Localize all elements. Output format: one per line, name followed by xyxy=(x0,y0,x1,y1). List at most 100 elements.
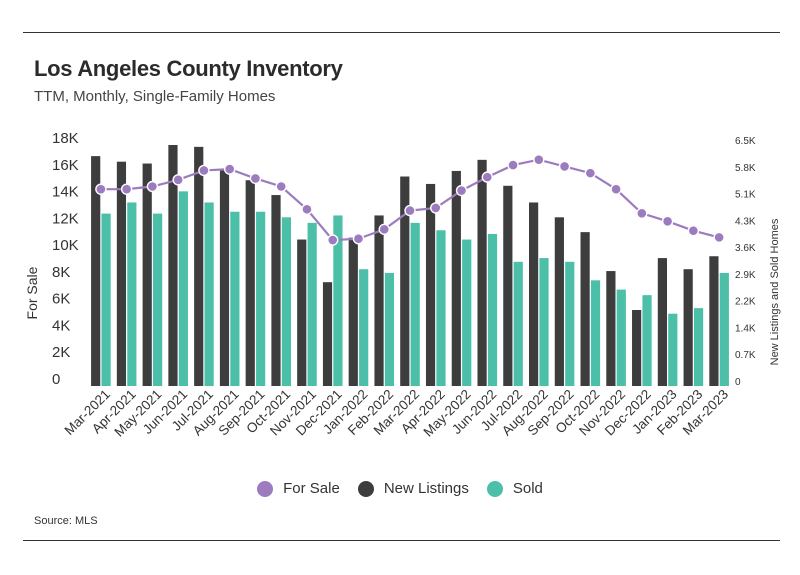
new-listings-bar xyxy=(322,282,333,386)
new-listings-bar xyxy=(116,161,127,386)
y-left-tick-label: 0 xyxy=(52,371,60,388)
sold-bar xyxy=(127,202,137,386)
for-sale-point xyxy=(481,171,493,183)
y-left-tick-label: 14K xyxy=(52,184,79,201)
for-sale-point xyxy=(120,183,133,195)
for-sale-point xyxy=(301,203,313,215)
for-sale-point xyxy=(636,207,648,219)
for-sale-point xyxy=(430,202,442,214)
y-left-tick-label: 6K xyxy=(52,291,70,308)
new-listings-bar xyxy=(529,202,539,386)
chart-legend: For Sale New Listings Sold xyxy=(0,480,800,497)
legend-label: New Listings xyxy=(383,480,469,497)
y-right-tick-label: 0 xyxy=(735,377,741,388)
legend-item-for-sale[interactable]: For Sale xyxy=(257,480,340,497)
for-sale-point xyxy=(223,163,236,175)
new-listings-bar xyxy=(374,215,384,386)
y-right-tick-label: 4.3K xyxy=(735,216,756,227)
sold-bar xyxy=(668,313,678,386)
y-left-tick-label: 2K xyxy=(52,344,70,361)
new-listings-bar xyxy=(657,258,667,386)
y-left-axis-title: For Sale xyxy=(24,266,40,319)
for-sale-point xyxy=(610,183,622,195)
y-left-tick-label: 12K xyxy=(52,210,79,227)
for-sale-swatch-icon xyxy=(257,480,274,497)
y-right-tick-label: 2.2K xyxy=(735,297,756,308)
legend-item-new-listings[interactable]: New Listings xyxy=(357,480,469,497)
for-sale-point xyxy=(275,180,287,193)
new-listings-bar xyxy=(451,170,461,386)
source-note: Source: MLS xyxy=(34,515,98,527)
y-right-axis-title: New Listings and Sold Homes xyxy=(769,218,781,365)
sold-bar xyxy=(539,258,549,386)
legend-label: For Sale xyxy=(283,480,340,497)
new-listings-bar xyxy=(245,180,255,386)
for-sale-point xyxy=(687,224,700,237)
top-rule xyxy=(23,32,780,33)
sold-bar xyxy=(204,202,214,386)
sold-bar xyxy=(178,191,188,386)
new-listings-bar xyxy=(425,183,436,386)
y-left-tick-label: 16K xyxy=(52,157,79,174)
for-sale-point xyxy=(661,215,674,228)
y-left-tick-label: 8K xyxy=(52,264,70,281)
bottom-rule xyxy=(23,540,780,541)
y-left-tick-label: 10K xyxy=(52,237,79,254)
for-sale-line xyxy=(100,158,720,242)
new-listings-bar xyxy=(219,169,230,386)
for-sale-point xyxy=(378,223,390,236)
new-listings-bar xyxy=(683,269,693,386)
new-listings-bar xyxy=(348,237,358,386)
new-listings-bar xyxy=(297,239,307,386)
for-sale-point xyxy=(533,154,545,166)
sold-bar xyxy=(307,222,317,386)
sold-swatch-icon xyxy=(486,480,503,497)
sold-bar xyxy=(642,295,652,386)
new-listings-bar xyxy=(91,156,101,386)
new-listings-bar xyxy=(194,146,204,386)
for-sale-point xyxy=(146,180,159,193)
for-sale-point xyxy=(352,233,365,245)
for-sale-point xyxy=(327,234,339,246)
for-sale-point xyxy=(249,172,262,185)
y-right-tick-label: 3.6K xyxy=(735,243,756,254)
sold-bar xyxy=(590,280,601,386)
new-listings-bar xyxy=(503,185,513,386)
legend-item-sold[interactable]: Sold xyxy=(486,480,543,497)
sold-bar xyxy=(693,308,704,386)
sold-bar xyxy=(487,233,498,386)
for-sale-point xyxy=(455,184,468,197)
new-listings-bar xyxy=(477,159,487,386)
y-right-tick-label: 5.8K xyxy=(735,163,756,174)
sold-bar xyxy=(101,213,111,386)
sold-bar xyxy=(281,217,291,386)
for-sale-point xyxy=(404,204,416,217)
y-right-tick-label: 0.7K xyxy=(735,350,756,361)
for-sale-point xyxy=(95,183,107,195)
new-listings-bar xyxy=(632,309,642,386)
sold-bar xyxy=(359,269,369,386)
sold-bar xyxy=(436,230,446,386)
sold-bar xyxy=(565,261,575,386)
sold-bar xyxy=(384,272,395,386)
for-sale-point xyxy=(507,159,519,171)
new-listings-bar xyxy=(606,271,616,386)
new-listings-bar xyxy=(580,232,590,386)
y-right-tick-label: 1.4K xyxy=(735,323,756,334)
y-right-tick-label: 2.9K xyxy=(735,270,756,281)
sold-bar xyxy=(256,211,266,386)
y-left-tick-label: 18K xyxy=(52,130,79,147)
sold-bar xyxy=(230,211,240,386)
sold-bar xyxy=(719,272,729,386)
sold-bar xyxy=(153,213,163,386)
chart-subtitle: TTM, Monthly, Single-Family Homes xyxy=(34,88,276,105)
y-right-tick-label: 6.5K xyxy=(735,136,756,147)
new-listings-bar xyxy=(400,176,410,386)
sold-bar xyxy=(513,261,523,386)
new-listings-bar xyxy=(709,256,719,386)
sold-bar xyxy=(333,215,343,386)
y-left-tick-label: 4K xyxy=(52,317,70,334)
sold-bar xyxy=(410,222,420,386)
for-sale-point xyxy=(172,174,184,186)
